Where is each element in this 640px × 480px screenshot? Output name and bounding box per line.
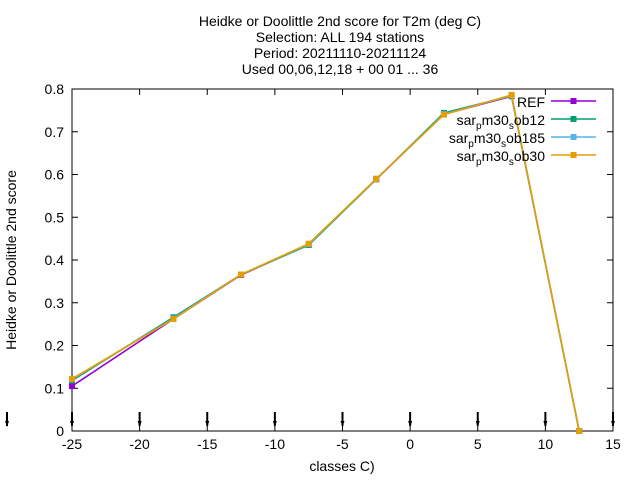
x-tick-label: -10: [265, 436, 285, 452]
x-tick-label: 15: [605, 436, 621, 452]
x-tick-label: -20: [130, 436, 150, 452]
title-line-1: Heidke or Doolittle 2nd score for T2m (d…: [199, 13, 481, 29]
y-tick-label: 0: [56, 423, 64, 439]
y-tick-label: 0.7: [45, 124, 65, 140]
arrow-marker-head: [408, 421, 413, 427]
series-layer: [69, 91, 583, 434]
arrow-marker-head: [5, 421, 9, 427]
y-tick-label: 0.3: [45, 295, 65, 311]
legend: REF sarpm30sob12 sarpm30sob185 sarpm30so…: [449, 94, 596, 168]
arrow-marker-head: [205, 421, 210, 427]
x-tick-label: -25: [62, 436, 82, 452]
legend-marker-2: [570, 134, 577, 140]
data-point: [508, 91, 515, 98]
data-point: [69, 375, 75, 382]
y-tick-label: 0.5: [45, 209, 65, 225]
y-axis: 0 0.1 0.2 0.3 0.4 0.5 0.6 0.7 0.8: [45, 81, 613, 439]
y-tick-label: 0.8: [45, 81, 65, 97]
x-tick-label: -15: [197, 436, 217, 452]
legend-marker-0: [570, 98, 577, 104]
data-point: [238, 271, 245, 278]
x-tick-label: 5: [474, 436, 482, 452]
y-tick-label: 0.2: [45, 338, 65, 354]
arrow-markers: [5, 412, 615, 427]
x-axis-label: classes C): [309, 458, 374, 474]
legend-label-ref: REF: [517, 94, 545, 110]
title-line-2: Selection: ALL 194 stations: [256, 29, 424, 45]
data-point: [69, 383, 75, 390]
x-tick-label: 10: [538, 436, 554, 452]
data-point: [440, 111, 447, 118]
chart-title: Heidke or Doolittle 2nd score for T2m (d…: [199, 13, 481, 77]
y-tick-label: 0.1: [45, 380, 65, 396]
data-point: [170, 315, 177, 322]
y-tick-label: 0.6: [45, 167, 65, 183]
arrow-marker-head: [340, 421, 345, 427]
legend-label-ob185: sarpm30sob185: [449, 130, 545, 150]
data-point: [373, 175, 380, 182]
legend-label-ob30: sarpm30sob30: [457, 148, 546, 168]
arrow-marker-head: [272, 421, 277, 427]
arrow-marker-head: [475, 421, 480, 427]
data-point: [305, 240, 312, 247]
x-tick-label: -5: [336, 436, 349, 452]
title-line-3: Period: 20211110-20211124: [254, 45, 427, 61]
title-line-4: Used 00,06,12,18 + 00 01 ... 36: [242, 61, 439, 77]
y-axis-label: Heidke or Doolittle 2nd score: [3, 170, 19, 350]
arrow-marker-head: [137, 421, 142, 427]
arrow-marker-head: [543, 421, 548, 427]
y-tick-label: 0.4: [45, 252, 65, 268]
data-point: [576, 428, 583, 434]
legend-marker-1: [570, 116, 577, 122]
arrow-marker-head: [70, 421, 74, 427]
x-tick-label: 0: [406, 436, 414, 452]
series-line-3: [71, 93, 580, 432]
legend-label-ob12: sarpm30sob12: [457, 112, 546, 132]
arrow-marker-head: [611, 421, 615, 427]
legend-marker-3: [570, 152, 577, 158]
